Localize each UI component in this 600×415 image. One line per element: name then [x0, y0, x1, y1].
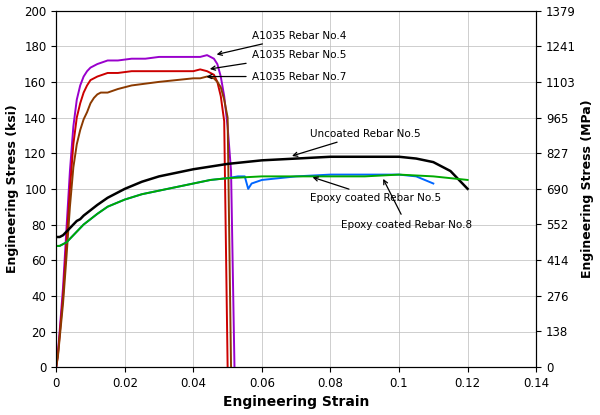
Text: A1035 Rebar No.7: A1035 Rebar No.7: [208, 71, 346, 81]
Y-axis label: Engineering Stress (ksi): Engineering Stress (ksi): [5, 105, 19, 273]
Text: Epoxy coated Rebar No.5: Epoxy coated Rebar No.5: [310, 177, 441, 203]
Text: A1035 Rebar No.4: A1035 Rebar No.4: [218, 31, 346, 55]
Text: Epoxy coated Rebar No.8: Epoxy coated Rebar No.8: [341, 180, 472, 229]
Y-axis label: Engineering Stress (MPa): Engineering Stress (MPa): [581, 100, 595, 278]
Text: A1035 Rebar No.5: A1035 Rebar No.5: [211, 50, 346, 70]
X-axis label: Engineering Strain: Engineering Strain: [223, 395, 370, 410]
Text: Uncoated Rebar No.5: Uncoated Rebar No.5: [293, 129, 421, 156]
